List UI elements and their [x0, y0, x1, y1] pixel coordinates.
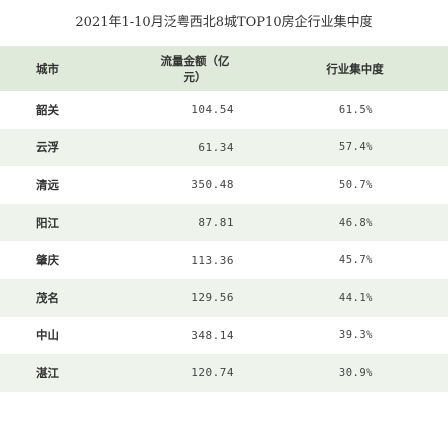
chart-title: 2021年1-10月泛粤西北8城TOP10房企行业集中度 [0, 0, 448, 47]
table-row: 清远 350.48 50.7% [0, 166, 448, 204]
table-row: 茂名 129.56 44.1% [0, 278, 448, 317]
volume-cell: 120.74 [106, 354, 238, 392]
table-body: 韶关 104.54 61.5% 云浮 61.34 57.4% 清远 350.48 50.7% 阳江… [0, 91, 448, 392]
volume-cell: 129.56 [106, 278, 238, 317]
concentration-cell: 46.8% [238, 203, 448, 242]
concentration-cell: 30.9% [238, 354, 448, 392]
city-cell: 云浮 [0, 128, 106, 167]
city-cell: 清远 [0, 166, 106, 204]
volume-cell: 87.81 [106, 203, 238, 242]
column-header-volume: 流量金额（亿元） [106, 47, 238, 91]
city-cell: 湛江 [0, 354, 106, 392]
volume-cell: 61.34 [106, 128, 238, 167]
concentration-cell: 44.1% [238, 278, 448, 317]
city-cell: 中山 [0, 316, 106, 355]
volume-cell: 113.36 [106, 241, 238, 279]
volume-cell: 350.48 [106, 166, 238, 204]
table-row: 中山 348.14 39.3% [0, 316, 448, 355]
concentration-cell: 57.4% [238, 128, 448, 167]
table-row: 阳江 87.81 46.8% [0, 203, 448, 242]
concentration-cell: 50.7% [238, 166, 448, 204]
city-cell: 肇庆 [0, 241, 106, 279]
column-header-concentration: 行业集中度 [238, 47, 448, 91]
concentration-cell: 45.7% [238, 241, 448, 279]
concentration-cell: 39.3% [238, 316, 448, 355]
table-row: 湛江 120.74 30.9% [0, 354, 448, 392]
city-cell: 韶关 [0, 91, 106, 129]
table-row: 肇庆 113.36 45.7% [0, 241, 448, 279]
table-row: 云浮 61.34 57.4% [0, 128, 448, 167]
table-row: 韶关 104.54 61.5% [0, 91, 448, 129]
concentration-table: 城市 流量金额（亿元） 行业集中度 韶关 104.54 61.5% 云浮 61.34 57… [0, 47, 448, 392]
volume-cell: 348.14 [106, 316, 238, 355]
volume-cell: 104.54 [106, 91, 238, 129]
city-cell: 茂名 [0, 278, 106, 317]
concentration-cell: 61.5% [238, 91, 448, 129]
table-header-row: 城市 流量金额（亿元） 行业集中度 [0, 47, 448, 91]
column-header-city: 城市 [0, 47, 106, 91]
city-cell: 阳江 [0, 203, 106, 242]
